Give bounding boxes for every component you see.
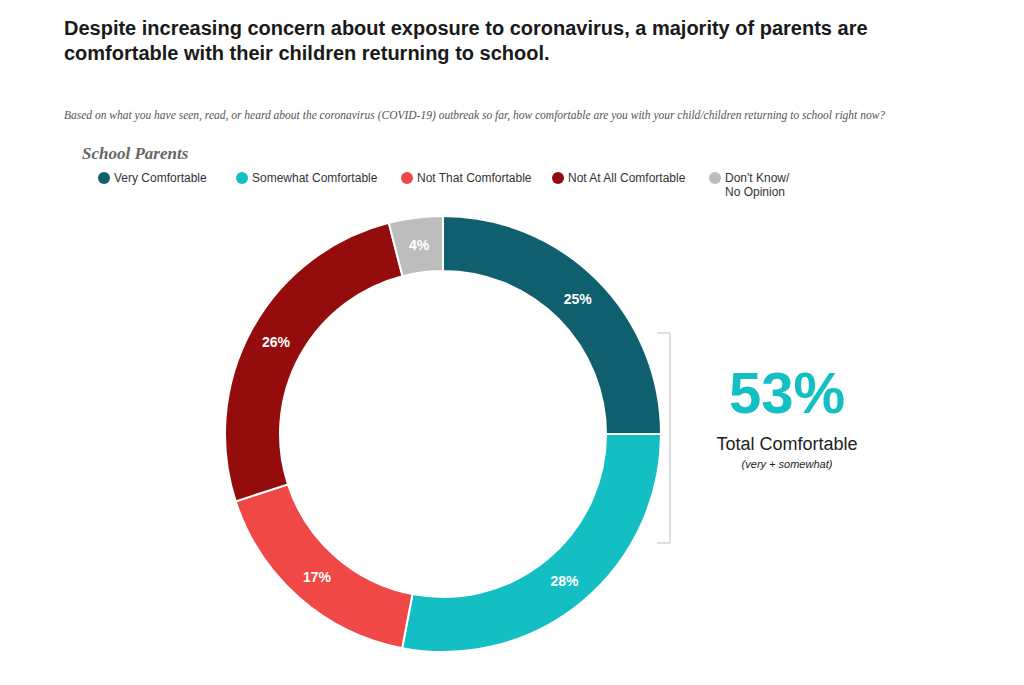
html-text:Despite increasing concern abo: Despite increasing concern about exposur… (64, 17, 868, 64)
svg-text:26%: 26% (262, 334, 291, 350)
html-text:Total Comfortable: Total Comfortable (716, 434, 858, 454)
svg-text:4%: 4% (409, 237, 430, 253)
html-text:Very Comfortable: Very Comfortable (114, 171, 207, 185)
svg-text:17%: 17% (303, 569, 332, 585)
html-text:Not At All Comfortable: Not At All Comfortable (568, 171, 686, 185)
html-text:Don't Know/ No Opinion: Don't Know/ No Opinion (725, 171, 790, 199)
html-text:Not That Comfortable: Not That Comfortable (417, 171, 532, 185)
html-text:Based on what you have seen, r: Based on what you have seen, read, or he… (64, 109, 886, 121)
html-text:(very + somewhat): (very + somewhat) (741, 458, 833, 470)
svg-text:25%: 25% (564, 291, 593, 307)
html-text:School Parents: School Parents (82, 144, 189, 163)
html-text:53%: 53% (729, 360, 845, 425)
html-text:Somewhat Comfortable: Somewhat Comfortable (252, 171, 378, 185)
svg-text:28%: 28% (550, 573, 579, 589)
